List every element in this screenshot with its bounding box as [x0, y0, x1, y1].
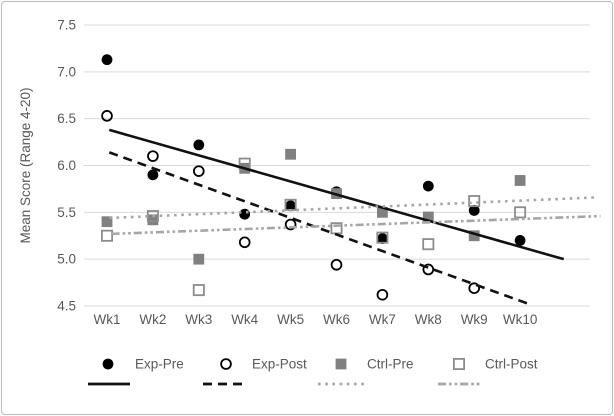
trendline-exp-pre: [108, 128, 565, 261]
data-point-exp-post-wk9: [468, 282, 481, 295]
x-tick-label: Wk4: [231, 312, 258, 327]
data-point-ctrl-pre-wk5: [285, 148, 296, 160]
data-point-exp-post-wk3: [193, 165, 205, 177]
data-point-exp-post-wk4: [238, 236, 251, 249]
data-point-exp-pre-wk1: [101, 54, 113, 66]
data-point-ctrl-pre-wk9: [468, 230, 480, 242]
x-tick-label: Wk10: [503, 312, 538, 327]
legend-label-exp-pre: Exp-Pre: [135, 357, 184, 372]
data-point-exp-pre-wk3: [193, 139, 205, 151]
legend-marker-exp-post: [220, 358, 232, 370]
y-tick-label: 6.5: [57, 111, 76, 126]
y-tick-label: 7.5: [57, 18, 76, 33]
legend-marker-exp-pre: [102, 358, 114, 370]
data-point-exp-pre-wk10: [514, 235, 526, 246]
data-point-exp-pre-wk4: [239, 208, 251, 220]
data-point-ctrl-pre-wk10: [514, 175, 526, 186]
data-point-exp-pre-wk9: [468, 205, 480, 216]
data-point-ctrl-post-wk9: [468, 195, 481, 208]
y-tick-label: 5.5: [57, 205, 76, 220]
data-point-exp-pre-wk8: [422, 180, 434, 192]
data-point-exp-post-wk5: [284, 218, 297, 231]
data-point-exp-pre-wk5: [285, 200, 296, 212]
x-tick-label: Wk7: [369, 312, 396, 327]
data-point-ctrl-pre-wk3: [193, 253, 205, 265]
x-tick-label: Wk9: [461, 312, 488, 327]
data-point-ctrl-pre-wk8: [422, 211, 434, 223]
y-tick-label: 7.0: [57, 64, 76, 79]
y-axis-title: Mean Score (Range 4-20): [18, 87, 33, 243]
data-point-exp-post-wk7: [376, 288, 389, 301]
data-point-exp-post-wk1: [101, 110, 113, 122]
y-tick-label: 6.0: [57, 158, 76, 173]
legend-label-ctrl-pre: Ctrl-Pre: [367, 357, 414, 372]
y-tick-label: 4.5: [57, 299, 76, 314]
x-tick-label: Wk5: [277, 312, 304, 327]
data-point-ctrl-post-wk8: [422, 238, 435, 251]
trendline-ctrl-post: [111, 214, 601, 236]
data-point-ctrl-post-wk7: [376, 231, 389, 244]
legend-label-exp-post: Exp-Post: [252, 357, 307, 372]
x-tick-label: Wk8: [415, 312, 442, 327]
x-tick-label: Wk3: [185, 312, 212, 327]
legend-marker-ctrl-post: [452, 357, 465, 370]
data-point-exp-post-wk2: [147, 150, 159, 162]
data-point-exp-post-wk6: [330, 258, 343, 271]
data-point-ctrl-pre-wk7: [377, 206, 388, 218]
legend-marker-ctrl-pre: [335, 358, 347, 370]
trendline-exp-post: [108, 151, 530, 306]
x-tick-label: Wk1: [94, 312, 121, 327]
data-point-ctrl-post-wk10: [514, 206, 527, 219]
x-tick-label: Wk6: [323, 312, 350, 327]
data-point-ctrl-post-wk1: [101, 229, 114, 242]
data-point-exp-post-wk8: [422, 263, 435, 276]
data-point-exp-pre-wk7: [377, 233, 388, 244]
data-point-exp-pre-wk2: [147, 169, 159, 181]
trendline-ctrl-pre: [109, 196, 599, 220]
y-tick-label: 5.0: [57, 252, 76, 267]
data-point-ctrl-pre-wk2: [147, 214, 159, 226]
x-tick-label: Wk2: [139, 312, 166, 327]
data-point-ctrl-pre-wk1: [101, 216, 113, 228]
legend-label-ctrl-post: Ctrl-Post: [485, 357, 538, 372]
data-point-ctrl-post-wk3: [192, 284, 205, 297]
